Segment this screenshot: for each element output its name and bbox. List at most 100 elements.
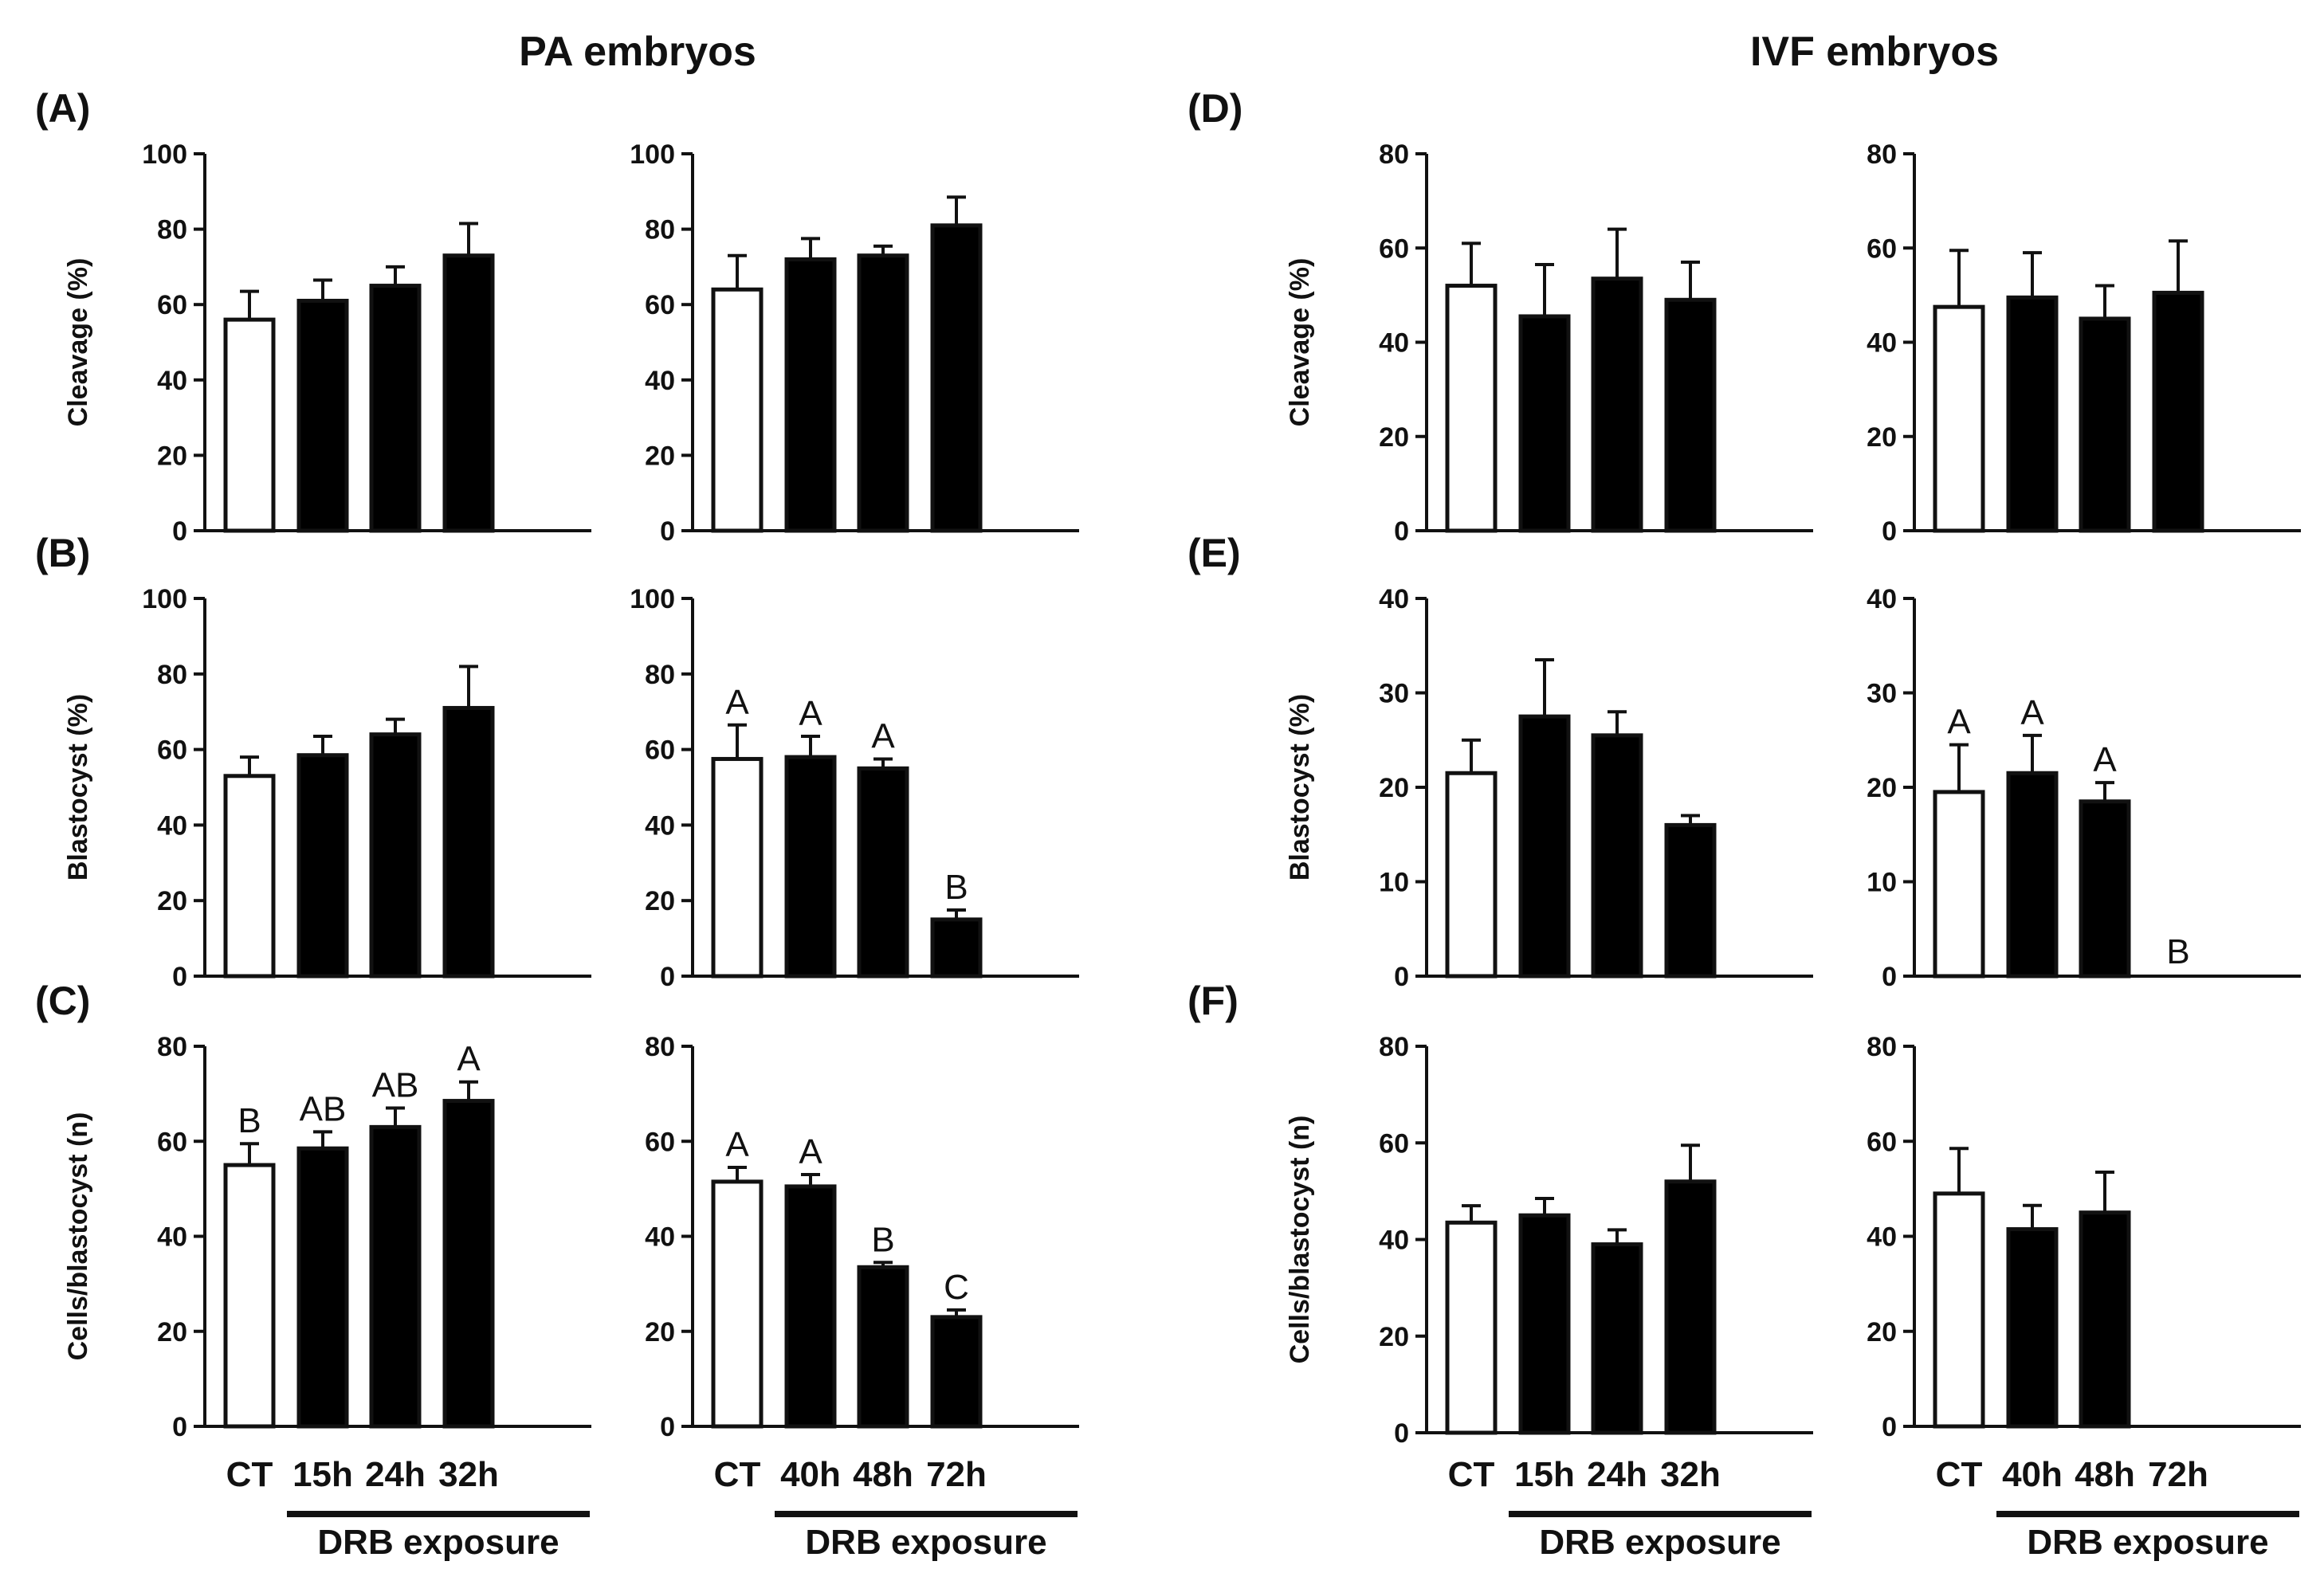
panel-label: (B): [35, 531, 90, 575]
bar-24h: [369, 284, 422, 533]
error-bar: [728, 253, 747, 290]
y-tick-label: 40: [1867, 1222, 1897, 1253]
error-bar: [2023, 251, 2042, 298]
bar-32h: [1664, 1179, 1717, 1435]
x-tick-label: 24h: [365, 1455, 426, 1494]
significance-letter: B: [871, 1220, 894, 1259]
x-tick-label: 32h: [1660, 1455, 1721, 1494]
x-tick-label: 48h: [853, 1455, 913, 1494]
y-tick-label: 40: [1867, 328, 1897, 359]
error-bar: [1462, 1204, 1481, 1223]
y-axis-label: Cleavage (%): [1285, 258, 1315, 427]
group-label: DRB exposure: [805, 1523, 1046, 1562]
y-tick-label: 40: [157, 1222, 187, 1253]
x-tick-label: 15h: [1514, 1455, 1575, 1494]
error-bar: [1608, 227, 1627, 279]
y-tick-label: 10: [1867, 868, 1897, 898]
significance-letter: AB: [372, 1066, 419, 1105]
y-tick-label: 30: [1379, 679, 1409, 709]
error-bar: [947, 908, 966, 920]
y-tick-label: 60: [1867, 233, 1897, 264]
error-bar: [459, 665, 478, 708]
error-bar: [1949, 1147, 1969, 1194]
bar-15h: [296, 1146, 349, 1429]
significance-letter: A: [1947, 703, 1971, 742]
y-tick-label: 80: [1867, 139, 1897, 170]
significance-letter: A: [799, 694, 822, 733]
y-axis-label: Cells/blastocyst (n): [63, 1112, 93, 1361]
bar-72h: [2152, 290, 2204, 533]
bar-40h: [2006, 295, 2059, 533]
significance-letter: B: [238, 1101, 261, 1140]
error-bar: [947, 195, 966, 226]
error-bar: [240, 289, 259, 320]
error-bar: [873, 244, 893, 256]
title-pa-embryos: PA embryos: [519, 29, 756, 75]
error-bar: [1681, 1143, 1700, 1182]
significance-letter: C: [944, 1268, 969, 1307]
group-label: DRB exposure: [1539, 1523, 1780, 1562]
y-tick-label: 40: [645, 810, 675, 841]
significance-letter: B: [2166, 932, 2189, 971]
y-tick-label: 40: [157, 810, 187, 841]
bar-15h: [296, 753, 349, 979]
error-bar: [459, 222, 478, 256]
bar-48h: [2079, 316, 2131, 533]
bar-15h: [1518, 1213, 1571, 1435]
y-axis-label: Blastocyst (%): [1285, 694, 1315, 881]
y-tick-label: 80: [1379, 139, 1409, 170]
chart-A2: 0 20 40 60 80 100: [630, 139, 1079, 547]
significance-letter: A: [725, 1125, 749, 1164]
error-bar: [2095, 284, 2114, 319]
bar-CT: [1445, 1220, 1498, 1435]
y-tick-label: 20: [1867, 1317, 1897, 1347]
bar-24h: [1591, 1242, 1643, 1435]
bar-72h: [930, 917, 983, 979]
y-tick-label: 60: [157, 735, 187, 766]
bar-CT: [223, 774, 276, 979]
group-label: DRB exposure: [2027, 1523, 2268, 1562]
bar-CT: [1445, 284, 1498, 533]
x-tick-label: 32h: [438, 1455, 499, 1494]
bar-48h: [857, 253, 909, 533]
y-tick-label: 60: [157, 1127, 187, 1157]
y-tick-label: 10: [1379, 868, 1409, 898]
chart-D2: 0 20 40 60 80: [1867, 139, 2301, 547]
error-bar: [2169, 239, 2188, 293]
error-bar: [313, 735, 332, 755]
bar-15h: [1518, 714, 1571, 979]
y-tick-label: 80: [645, 660, 675, 690]
error-bar: [1462, 241, 1481, 286]
bar-24h: [369, 732, 422, 979]
error-bar: [728, 723, 747, 759]
error-bar: [240, 755, 259, 776]
y-tick-label: 0: [172, 516, 187, 547]
error-bar: [1535, 262, 1554, 316]
y-tick-label: 0: [1882, 962, 1897, 992]
chart-C1: (C) 0 20 40 60 80 Cells/blastocyst (n) B AB AB A CT…: [35, 979, 591, 1562]
y-tick-label: 60: [1379, 233, 1409, 264]
y-tick-label: 40: [157, 366, 187, 396]
y-tick-label: 60: [157, 290, 187, 320]
error-bar: [2095, 781, 2114, 802]
y-tick-label: 40: [1379, 1226, 1409, 1256]
error-bar: [947, 1308, 966, 1317]
x-tick-label: 72h: [2148, 1455, 2208, 1494]
bar-48h: [2079, 799, 2131, 979]
chart-E2: 0 10 20 30 40 A A A B: [1867, 584, 2301, 992]
bar-72h: [930, 223, 983, 533]
y-tick-label: 0: [1882, 1412, 1897, 1442]
y-axis-label: Cleavage (%): [63, 258, 93, 427]
chart-C2: 0 20 40 60 80 A A B C CT 40h 48h 72h DRB exposure: [645, 1032, 1079, 1562]
title-ivf-embryos: IVF embryos: [1750, 29, 1999, 75]
bar-CT: [1933, 1191, 1985, 1429]
y-tick-label: 40: [1867, 584, 1897, 614]
bar-CT: [1445, 771, 1498, 979]
error-bar: [2023, 733, 2042, 774]
x-tick-label: 72h: [926, 1455, 987, 1494]
panel-label: (C): [35, 979, 90, 1023]
y-tick-label: 100: [142, 139, 187, 170]
error-bar: [873, 1261, 893, 1268]
